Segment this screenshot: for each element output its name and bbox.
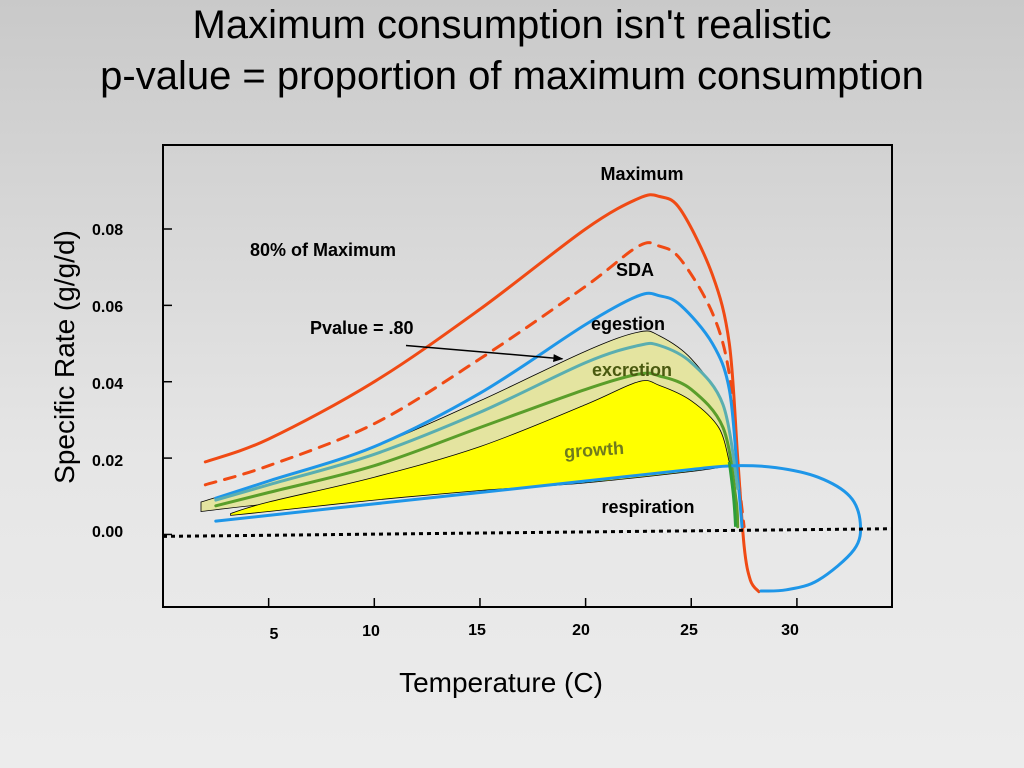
annotation-egestion: egestion <box>591 314 665 334</box>
zero-line <box>162 527 893 538</box>
y-tick-label-0.04: 0.04 <box>92 376 123 393</box>
annotation-excretion: excretion <box>592 360 672 380</box>
annotation-respiration: respiration <box>601 497 694 517</box>
series-lines <box>203 193 863 594</box>
growth-band <box>230 380 730 516</box>
respiration-line <box>214 464 863 593</box>
annotation-maximum: Maximum <box>600 164 683 184</box>
y-tick-label-0.08: 0.08 <box>92 222 123 239</box>
x-axis-ticks <box>267 598 798 607</box>
annotation-pvalue: Pvalue = .80 <box>310 318 414 338</box>
consumption-drop-line <box>727 461 738 527</box>
y-axis-ticks <box>163 228 172 536</box>
pvalue-arrow <box>405 344 564 363</box>
excretion-line <box>214 371 740 529</box>
annotation-80-percent: 80% of Maximum <box>250 240 396 260</box>
annotation-sda: SDA <box>616 260 654 280</box>
y-tick-label-0.06: 0.06 <box>92 299 123 316</box>
y-axis-label: Specific Rate (g/g/d) <box>49 230 80 484</box>
x-tick-label-25: 25 <box>680 622 698 639</box>
y-tick-label-0.02: 0.02 <box>92 453 123 470</box>
egestion-line <box>214 341 740 502</box>
title-line-1: Maximum consumption isn't realistic <box>192 3 832 47</box>
x-tick-label-5: 5 <box>270 626 279 643</box>
x-tick-label-10: 10 <box>362 623 380 640</box>
y-tick-label-0.00: 0.00 <box>92 524 123 541</box>
annotation-growth: growth <box>563 438 624 462</box>
stacked-bands <box>200 330 737 516</box>
x-axis-label: Temperature (C) <box>399 667 603 698</box>
title-line-2: p-value = proportion of maximum consumpt… <box>100 54 924 98</box>
x-tick-label-20: 20 <box>572 622 590 639</box>
sda-line <box>214 291 744 529</box>
x-tick-label-15: 15 <box>468 622 486 639</box>
x-tick-label-30: 30 <box>781 622 799 639</box>
plot-frame <box>162 144 893 608</box>
